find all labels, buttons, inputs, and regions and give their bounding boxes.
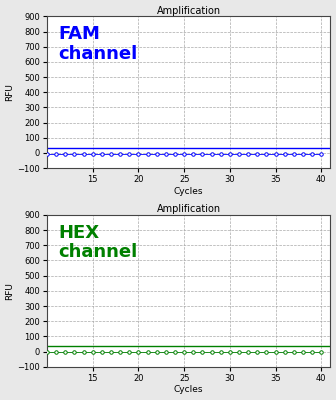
Y-axis label: RFU: RFU [6,83,14,101]
X-axis label: Cycles: Cycles [174,386,204,394]
Text: HEX
channel: HEX channel [58,224,138,262]
Title: Amplification: Amplification [157,6,221,16]
Title: Amplification: Amplification [157,204,221,214]
Y-axis label: RFU: RFU [6,282,14,300]
X-axis label: Cycles: Cycles [174,187,204,196]
Text: FAM
channel: FAM channel [58,26,138,63]
